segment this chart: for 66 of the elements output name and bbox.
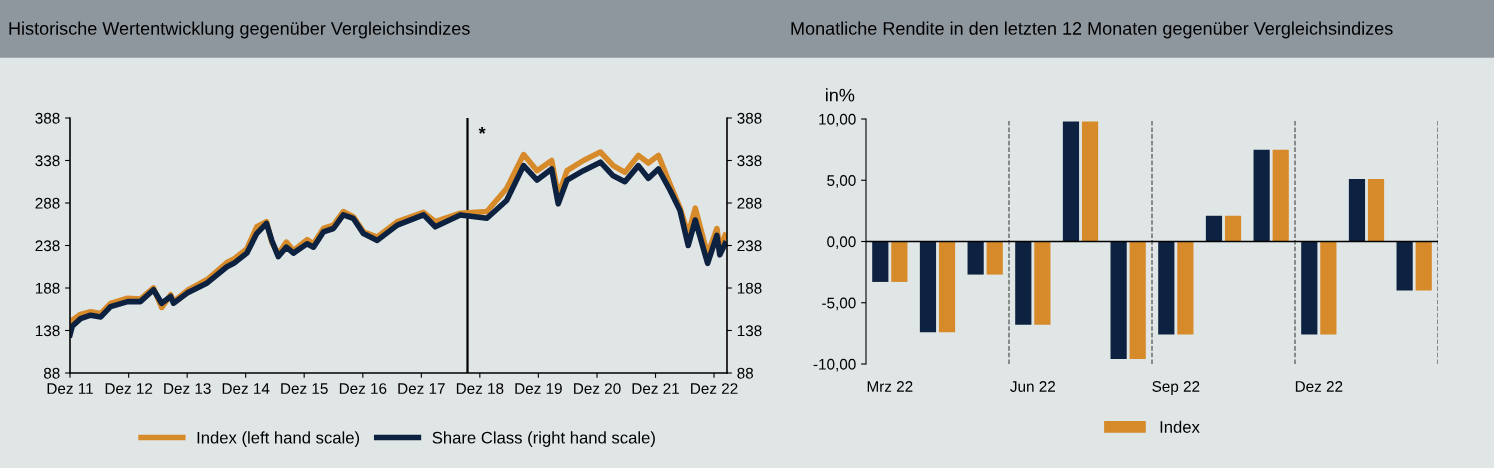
bar: [891, 241, 908, 282]
x-tick-label: Jun 22: [1010, 381, 1055, 392]
y-tick-label: 288: [35, 197, 60, 209]
bar: [1110, 241, 1127, 360]
y2-tick-label: 88: [737, 367, 754, 379]
x-tick-label: Dez 16: [339, 383, 387, 394]
chart-title: Historische Wertentwicklung gegenüber Vergleichsindizes: [9, 21, 470, 39]
bar: [967, 241, 984, 275]
bar: [1158, 241, 1175, 335]
y2-tick-label: 338: [737, 155, 762, 167]
bar: [1129, 241, 1146, 360]
legend-label: Index (left hand scale): [197, 431, 360, 447]
bar: [1224, 215, 1242, 242]
bar: [1415, 241, 1432, 291]
y-tick-label: 138: [35, 325, 60, 337]
x-tick-label: Dez 21: [632, 383, 679, 394]
bar: [1177, 241, 1194, 335]
bar: [1367, 179, 1385, 242]
bar: [919, 241, 937, 333]
y-tick-label: 388: [35, 112, 60, 124]
x-tick-label: Dez 22: [1295, 381, 1343, 392]
x-tick-label: Dez 20: [574, 383, 621, 394]
x-tick-label: Dez 12: [105, 383, 153, 394]
bar: [1015, 241, 1032, 325]
legend-label: Index: [1160, 420, 1200, 433]
x-tick-label: Dez 13: [164, 383, 211, 394]
x-tick-label: Dez 14: [222, 383, 270, 394]
y-tick-label: 10,00: [819, 113, 856, 127]
y-tick-label: 238: [35, 240, 60, 252]
bar: [1301, 241, 1318, 335]
x-tick-label: Mrz 22: [867, 381, 913, 392]
y-tick-label: 0,00: [827, 236, 856, 249]
x-tick-label: Dez 17: [398, 383, 445, 394]
bar: [1034, 241, 1051, 325]
y-tick-label: -5,00: [822, 297, 856, 311]
bar: [1205, 215, 1223, 242]
y2-tick-label: 288: [737, 197, 762, 209]
y-axis-title: in%: [825, 88, 855, 102]
x-tick-label: Dez 18: [456, 383, 504, 394]
bar: [1081, 121, 1099, 242]
bar: [1253, 149, 1270, 242]
y-tick-label: -10,00: [813, 358, 856, 372]
y2-tick-label: 188: [737, 282, 762, 294]
bar: [938, 241, 956, 333]
x-tick-label: Dez 15: [281, 383, 328, 394]
x-tick-label: Dez 22: [691, 383, 738, 394]
bar: [1396, 241, 1413, 291]
bar: [1062, 121, 1080, 242]
bar: [1272, 149, 1289, 242]
y-tick-label: 5,00: [827, 175, 856, 188]
bar: [986, 241, 1003, 275]
legend-label: Share Class (right hand scale): [432, 431, 655, 447]
y2-tick-label: 388: [737, 112, 762, 124]
ref-line-label: *: [478, 127, 486, 134]
x-tick-label: Dez 11: [47, 383, 93, 394]
x-tick-label: Dez 19: [515, 383, 562, 394]
bar: [1320, 241, 1337, 335]
y2-tick-label: 138: [737, 325, 762, 337]
y-tick-label: 188: [35, 282, 60, 294]
y-tick-label: 338: [35, 155, 60, 167]
bar: [872, 241, 889, 282]
y-tick-label: 88: [43, 367, 60, 379]
bar: [1348, 179, 1366, 242]
y2-tick-label: 238: [737, 240, 762, 252]
chart-title: Monatliche Rendite in den letzten 12 Monaten gegenüber Vergleichsindizes: [791, 21, 1393, 39]
x-tick-label: Sep 22: [1152, 381, 1200, 395]
